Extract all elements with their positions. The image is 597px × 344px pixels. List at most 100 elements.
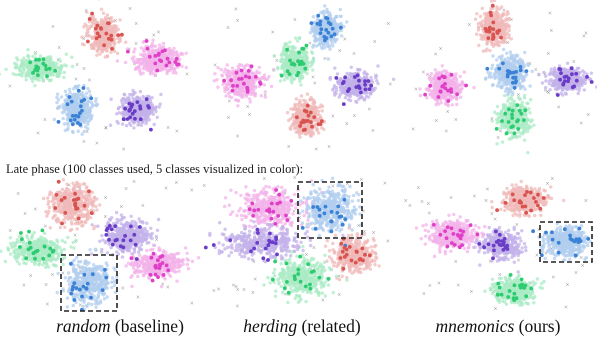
feature-point [65,117,70,122]
feature-point [472,85,476,90]
exemplar-point [67,95,72,99]
feature-point [278,59,283,63]
gray-x-marker: × [434,51,438,59]
feature-point [50,64,54,68]
feature-point [350,81,354,85]
feature-point [458,95,463,99]
feature-point [294,36,298,40]
gray-x-marker: × [287,143,291,151]
feature-point [130,56,134,61]
feature-point [64,52,69,56]
gray-x-marker: × [104,124,108,132]
feature-point [263,95,267,99]
feature-point [514,53,518,57]
feature-point [310,59,314,64]
exemplar-point [45,74,49,79]
exemplar-point [247,75,252,80]
exemplar-point [126,49,130,54]
feature-point [292,121,296,126]
feature-point [109,50,113,54]
exemplar-point [295,115,299,120]
exemplar-point [86,39,90,44]
gray-x-marker: × [134,40,138,48]
exemplar-point [156,53,161,57]
feature-point [234,79,238,83]
feature-point [331,44,335,48]
feature-point [315,128,319,133]
feature-point [149,100,153,105]
gray-x-marker: × [572,58,576,66]
gray-x-marker: × [234,5,238,13]
gray-x-marker: × [308,40,312,48]
feature-point [109,97,113,101]
feature-point [339,85,343,90]
exemplar-point [325,16,330,21]
feature-point [57,106,61,110]
feature-point [505,87,509,91]
feature-point [511,54,515,58]
feature-point [364,76,368,80]
exemplar-point [229,78,234,83]
feature-point [150,66,154,71]
feature-point [154,109,158,114]
exemplar-point [253,74,258,79]
feature-point [496,22,501,26]
exemplar-point [316,13,321,18]
feature-point [306,127,310,131]
exemplar-point [357,78,361,83]
feature-point [4,67,8,72]
feature-point [103,15,108,20]
feature-point [319,35,323,40]
exemplar-point [76,88,81,93]
feature-point [95,49,99,53]
feature-point [310,63,314,67]
exemplar-point [305,103,310,108]
feature-point [38,54,43,58]
feature-point [528,84,532,88]
feature-point [141,66,145,71]
feature-point [484,76,488,80]
exemplar-point [363,79,367,83]
feature-point [127,121,132,126]
gray-x-marker: × [414,86,418,94]
feature-point [17,73,22,77]
feature-point [87,109,92,113]
gray-x-marker: × [352,112,356,120]
feature-point [70,129,75,134]
feature-point [499,5,504,9]
feature-point [80,35,84,39]
feature-point [133,47,137,51]
cluster-cloud-purple [328,64,396,105]
feature-point [145,67,150,72]
feature-point [35,77,39,82]
feature-point [33,84,37,88]
feature-point [18,68,22,72]
feature-point [132,126,136,130]
gray-x-marker: × [36,129,40,137]
feature-point [369,75,373,80]
feature-point [481,19,485,23]
feature-point [95,53,99,57]
feature-point [252,93,257,97]
exemplar-point [120,32,124,37]
feature-point [295,39,300,43]
feature-point [491,54,495,58]
feature-point [216,85,220,89]
feature-point [27,74,31,78]
feature-point [298,135,302,139]
gray-x-marker: × [388,81,392,89]
feature-point [480,34,484,39]
exemplar-point [130,111,135,116]
feature-point [159,92,163,97]
feature-point [11,72,15,76]
feature-point [173,66,177,71]
gray-x-marker: × [246,103,250,111]
exemplar-point [279,73,284,78]
gray-x-marker: × [166,124,170,132]
feature-point [236,104,240,108]
gray-x-marker: × [534,66,538,74]
gray-x-marker: × [74,76,78,84]
feature-point [62,70,67,75]
feature-point [115,59,120,63]
feature-point [22,56,26,60]
